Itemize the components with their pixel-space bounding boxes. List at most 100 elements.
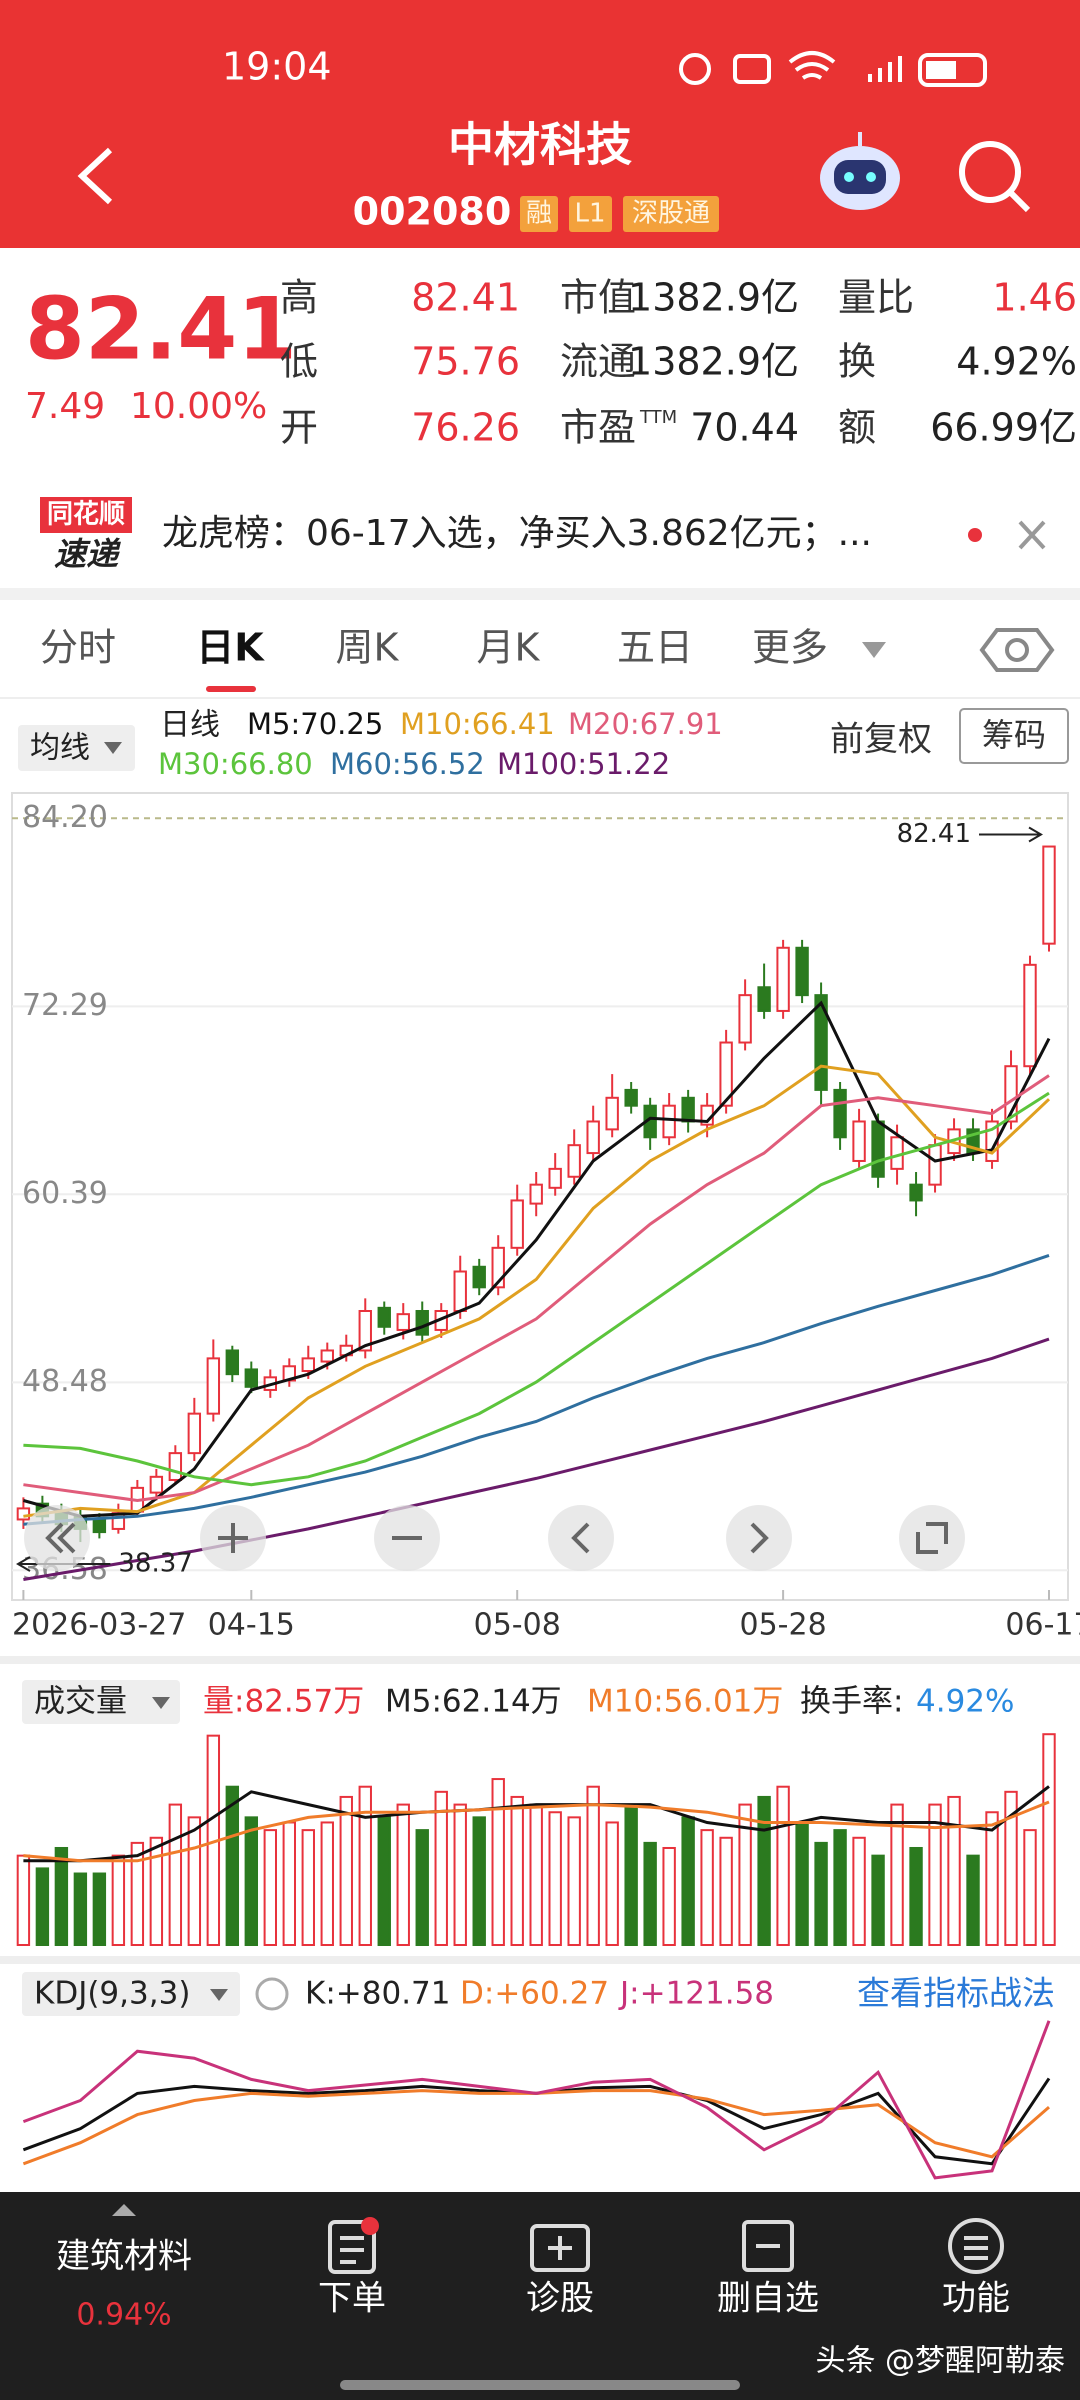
tab[interactable]: 更多 (752, 626, 828, 670)
tab[interactable]: 分时 (40, 626, 116, 670)
stat-label: 高 (280, 276, 318, 320)
candle-body (890, 1136, 904, 1170)
zoom-button[interactable] (726, 1505, 792, 1571)
back-button[interactable] (77, 147, 113, 205)
volume-bar (529, 1803, 543, 1947)
search-icon[interactable] (959, 141, 1031, 213)
ma-line (22, 2077, 1051, 2166)
nav-item[interactable]: 诊股 (526, 2279, 594, 2319)
low-label: 38.37 (118, 1549, 192, 1579)
volume-bar (130, 1841, 145, 1946)
sector[interactable]: 建筑材料 (56, 2237, 192, 2277)
ma-line (22, 1000, 1051, 1518)
volume-bar (301, 1829, 315, 1947)
zoom-button[interactable] (24, 1505, 90, 1571)
zoom-button[interactable] (899, 1505, 965, 1571)
candle-body (814, 994, 828, 1091)
volume-bar (814, 1841, 828, 1946)
volume-bar (396, 1803, 410, 1947)
candle-body (586, 1120, 600, 1155)
volume-bar (111, 1854, 126, 1947)
ma-line (23, 1253, 1050, 1526)
candle-body (472, 1265, 486, 1289)
volume-bar (852, 1836, 866, 1947)
volume-bar (586, 1785, 600, 1946)
help-icon[interactable] (255, 1977, 289, 2011)
volume-bar (795, 1821, 809, 1947)
turnover: 4.92% (916, 1684, 1014, 1720)
chips-button[interactable] (959, 708, 1069, 764)
stat-label: 量比 (838, 276, 914, 320)
tab[interactable]: 五日 (617, 626, 693, 670)
settings-icon[interactable] (979, 628, 1055, 672)
ma-line (23, 1785, 1050, 1863)
robot-icon[interactable] (820, 132, 900, 210)
price: 82.41 (25, 279, 297, 379)
stat-label: 换 (838, 340, 876, 384)
volume-title[interactable]: 成交量 (34, 1684, 127, 1720)
candle-body (662, 1104, 676, 1139)
volume-bar (491, 1778, 505, 1947)
ma-line (23, 1074, 1050, 1503)
legend-entry: M10:56.01万 (587, 1684, 783, 1720)
legend-entry: M5:70.25 (247, 707, 383, 741)
status-time: 19:04 (222, 45, 332, 89)
candle-body (358, 1309, 372, 1352)
legend-entry: M100:51.22 (497, 747, 670, 781)
chart-frame (11, 792, 1069, 1601)
y-tick-label: 84.20 (22, 800, 108, 835)
news-logo-bottom: 速递 (54, 535, 121, 573)
high-arrow (979, 826, 1043, 843)
volume-bar (909, 1846, 923, 1947)
candle-body (852, 1120, 866, 1162)
tab-underline (206, 686, 256, 692)
news-text[interactable]: 龙虎榜：06-17入选，净买入3.862亿元；... (162, 513, 872, 554)
kdj-title[interactable]: KDJ(9,3,3) (34, 1976, 190, 2012)
candle-body (92, 1518, 107, 1534)
candle-body (168, 1452, 183, 1481)
candle-body (187, 1412, 202, 1455)
volume-bar (890, 1803, 904, 1947)
strategy-link[interactable]: 查看指标战法 (857, 1974, 1055, 2013)
dropdown-arrow (210, 1989, 228, 2001)
volume-bar (187, 1816, 202, 1946)
tab[interactable]: 月K (477, 626, 541, 670)
adjust[interactable]: 前复权 (830, 720, 932, 760)
stock-name: 中材科技 (448, 118, 632, 172)
volume-bar (662, 1846, 676, 1947)
volume-bar (453, 1803, 467, 1947)
volume-bar (16, 1854, 31, 1947)
candle-body (510, 1199, 524, 1249)
zoom-button[interactable] (548, 1505, 614, 1571)
volume-bar (168, 1803, 183, 1947)
volume-selector-bg[interactable] (22, 1680, 180, 1724)
candle-body (16, 1507, 31, 1521)
stat-value: 70.44 (690, 406, 799, 450)
tab[interactable]: 日K (196, 626, 265, 670)
ma-selector-bg[interactable] (18, 725, 135, 771)
volume-bar (833, 1829, 847, 1947)
tab[interactable]: 周K (336, 626, 400, 670)
nav-item[interactable]: 删自选 (717, 2279, 819, 2319)
chips[interactable]: 筹码 (982, 716, 1046, 754)
legend-entry: D:+60.27 (460, 1976, 609, 2012)
tag-bg (520, 196, 558, 232)
candle-body (301, 1357, 315, 1373)
volume-bar (92, 1872, 107, 1947)
legend-entry: 量:82.57万 (203, 1684, 364, 1720)
ma-line (22, 2020, 1051, 2180)
close-button[interactable] (1018, 520, 1046, 550)
nav-items: 下单 诊股 删自选 功能 (318, 2279, 1010, 2319)
nav-item[interactable]: 下单 (318, 2279, 386, 2319)
nav-item[interactable]: 功能 (942, 2279, 1010, 2319)
ma-selector[interactable]: 均线 (30, 731, 90, 766)
kdj-selector-bg[interactable] (22, 1972, 240, 2016)
volume-bar (985, 1811, 999, 1947)
candle-body (548, 1167, 562, 1189)
volume-bar (871, 1854, 885, 1947)
stat-label: 低 (280, 340, 318, 384)
dropdown-arrow (862, 642, 886, 658)
legend-entry: K:+80.71 (305, 1976, 451, 2012)
volume-bar (358, 1785, 372, 1946)
